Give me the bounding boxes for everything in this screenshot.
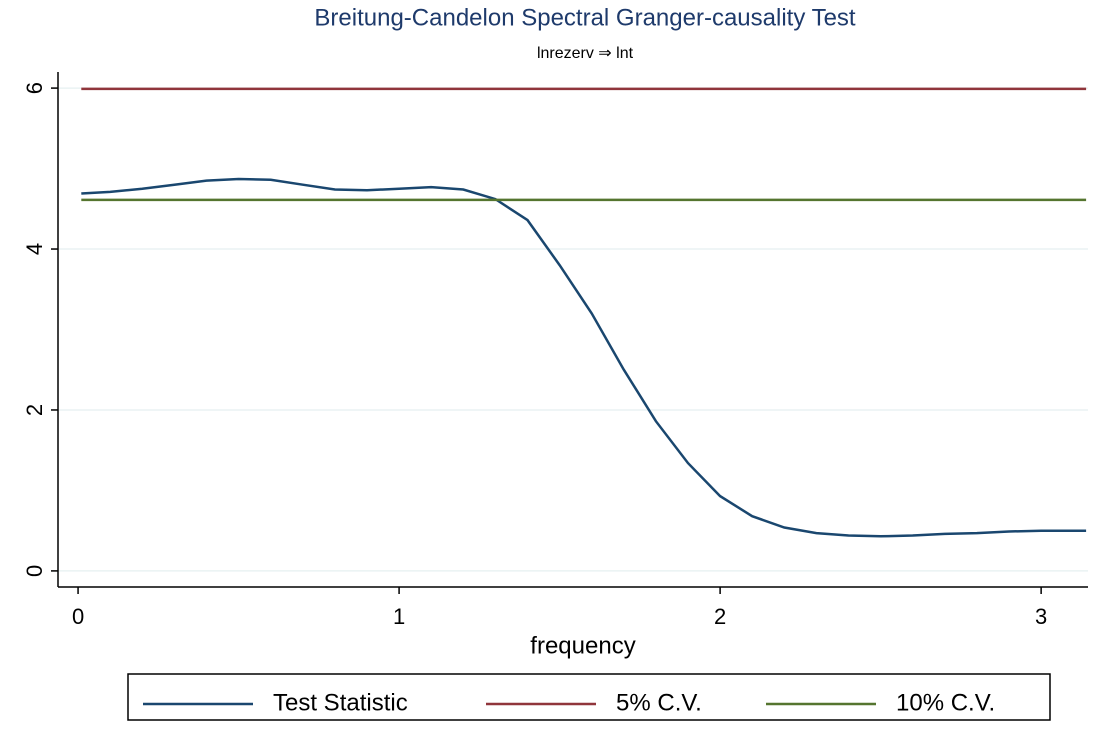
data-line [81, 177, 1087, 538]
y-tick-label: 6 [22, 82, 47, 94]
y-tick-label: 0 [22, 565, 47, 577]
x-axis-label: frequency [530, 632, 635, 659]
x-tick-label: 0 [72, 604, 84, 629]
x-tick-label: 2 [714, 604, 726, 629]
y-tick-label: 2 [22, 404, 47, 416]
legend-label: 10% C.V. [896, 689, 995, 716]
x-tick-label: 3 [1035, 604, 1047, 629]
y-tick-label: 4 [22, 243, 47, 255]
x-tick-label: 1 [393, 604, 405, 629]
legend-box [127, 673, 1051, 721]
chart-subtitle: lnrezerv ⇒ lnt [537, 45, 634, 62]
legend-label: 5% C.V. [616, 689, 702, 716]
chart-title: Breitung-Candelon Spectral Granger-causa… [314, 4, 856, 31]
legend-label: Test Statistic [273, 689, 408, 716]
